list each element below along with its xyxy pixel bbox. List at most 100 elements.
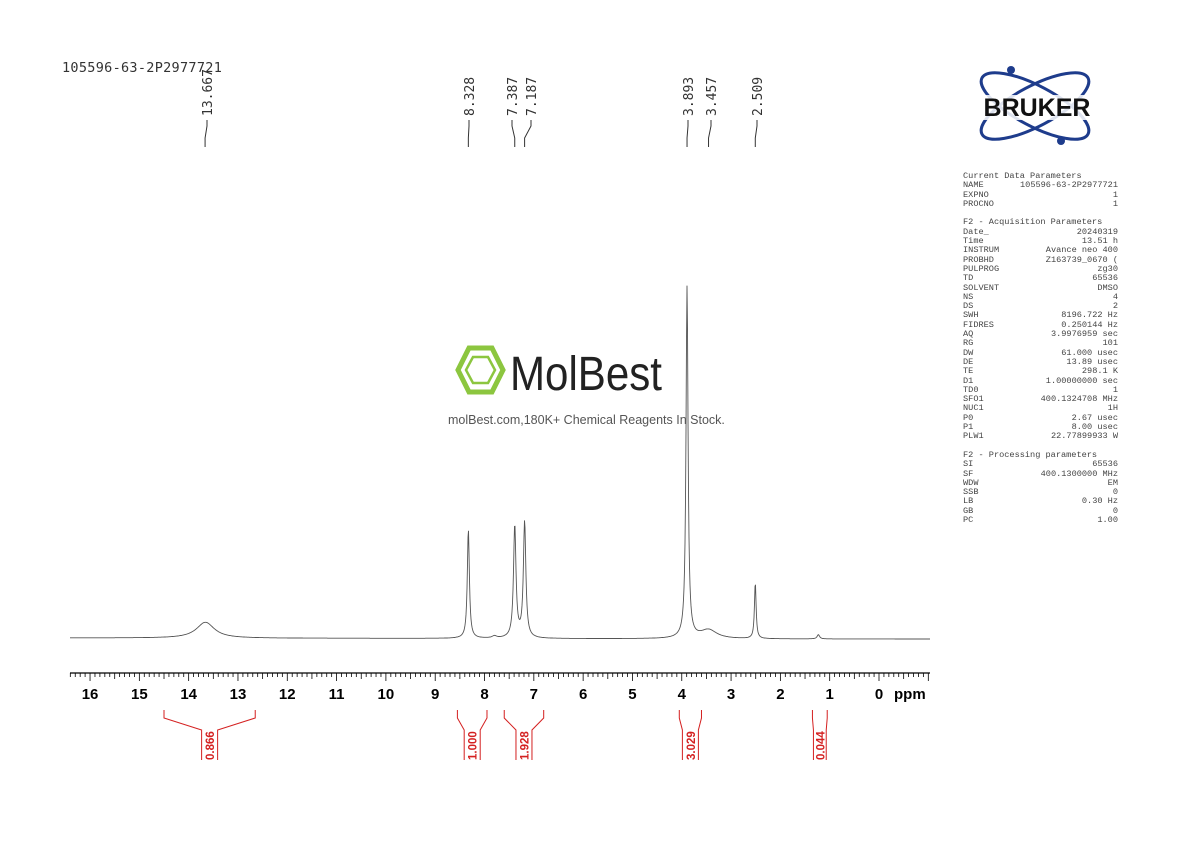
parameter-row: EXPNO 1 bbox=[963, 190, 1118, 200]
parameter-value: 4 bbox=[1112, 291, 1118, 302]
parameter-value: 1 bbox=[1112, 198, 1118, 209]
integral-bracket bbox=[503, 710, 545, 760]
parameter-row: SSB 0 bbox=[963, 487, 1118, 498]
parameter-key: SFO1 bbox=[963, 394, 984, 405]
x-tick-label: 13 bbox=[230, 686, 247, 703]
parameter-row: GB 0 bbox=[963, 505, 1118, 516]
parameter-key: PLW1 bbox=[963, 431, 984, 442]
peak-label-line bbox=[708, 120, 712, 147]
watermark-tagline: molBest.com,180K+ Chemical Reagents In S… bbox=[448, 413, 725, 427]
parameter-value: Z163739_0670 ( bbox=[1045, 254, 1118, 265]
parameter-key: FIDRES bbox=[963, 319, 994, 330]
parameter-value: 1H bbox=[1107, 403, 1118, 414]
parameter-value: 8196.722 Hz bbox=[1061, 310, 1118, 321]
parameter-key: NS bbox=[963, 291, 974, 302]
parameter-key: PROBHD bbox=[963, 254, 994, 265]
parameter-value: 1 bbox=[1112, 384, 1118, 395]
molbest-logo: MolBest bbox=[455, 345, 662, 401]
peak-label-line bbox=[204, 120, 208, 147]
peak-label-line bbox=[467, 120, 470, 147]
x-tick-label: 15 bbox=[131, 686, 148, 703]
peak-label-line bbox=[686, 120, 689, 147]
molbest-logo-text: MolBest bbox=[510, 348, 662, 401]
parameter-value: 1.00000000 sec bbox=[1045, 375, 1118, 386]
parameter-row: FIDRES 0.250144 Hz bbox=[963, 319, 1118, 330]
x-tick-label: 1 bbox=[826, 686, 834, 703]
parameter-row: PROCNO 1 bbox=[963, 198, 1118, 209]
integral-bracket bbox=[811, 710, 828, 760]
parameter-key: LB bbox=[963, 496, 974, 507]
integral-label: 1.928 bbox=[519, 731, 531, 760]
parameter-value: DMSO bbox=[1097, 282, 1118, 293]
sample-name: 105596-63-2P2977721 bbox=[62, 60, 223, 76]
x-axis-label: ppm bbox=[894, 686, 926, 703]
peak-label: 7.187 bbox=[525, 77, 540, 116]
x-tick-label: 0 bbox=[875, 686, 883, 703]
integral-bracket bbox=[163, 710, 256, 760]
parameter-row: NUC1 1H bbox=[963, 403, 1118, 414]
parameter-value: 8.00 usec bbox=[1071, 422, 1118, 433]
parameter-row: INSTRUM Avance neo 400 bbox=[963, 245, 1118, 256]
parameter-key: DS bbox=[963, 301, 974, 312]
integral-label: 1.000 bbox=[468, 731, 480, 760]
parameter-value: 13.51 h bbox=[1081, 236, 1118, 247]
parameter-key: TE bbox=[963, 366, 974, 377]
peak-label: 13.667 bbox=[201, 69, 216, 116]
parameter-value: 22.77899933 W bbox=[1050, 431, 1118, 442]
parameter-key: WDW bbox=[963, 477, 979, 488]
peak-label: 8.328 bbox=[463, 77, 478, 116]
peak-label: 2.509 bbox=[751, 77, 766, 116]
parameter-row: Date_ 20240319 bbox=[963, 227, 1118, 237]
parameter-row: NAME 105596-63-2P2977721 bbox=[963, 180, 1118, 191]
parameter-key: RG bbox=[963, 338, 974, 349]
parameter-key: INSTRUM bbox=[963, 245, 1000, 256]
x-tick-label: 4 bbox=[678, 686, 687, 703]
parameter-value: 0.30 Hz bbox=[1081, 496, 1118, 507]
parameter-section-title: F2 - Processing parameters bbox=[963, 449, 1098, 460]
bruker-logo-text: BRUKER bbox=[984, 94, 1091, 122]
parameter-row: AQ 3.9976959 sec bbox=[963, 329, 1118, 339]
parameter-row: SOLVENT DMSO bbox=[963, 282, 1118, 293]
x-tick-label: 11 bbox=[329, 686, 345, 703]
parameter-row: TD0 1 bbox=[963, 384, 1118, 395]
x-tick-label: 10 bbox=[378, 686, 395, 703]
parameter-key: TD bbox=[963, 273, 974, 284]
x-tick-label: 2 bbox=[776, 686, 784, 703]
parameter-key: GB bbox=[963, 505, 974, 516]
parameter-key: PROCNO bbox=[963, 198, 994, 209]
integral-bracket bbox=[456, 710, 488, 760]
parameter-value: EM bbox=[1107, 477, 1118, 488]
parameter-value: 13.89 usec bbox=[1066, 356, 1118, 367]
parameter-row: PLW1 22.77899933 W bbox=[963, 431, 1118, 442]
parameter-key: D1 bbox=[963, 375, 974, 386]
parameter-key: SOLVENT bbox=[963, 282, 1000, 293]
parameter-key: NUC1 bbox=[963, 403, 984, 414]
parameter-value: 400.1300000 MHz bbox=[1040, 468, 1118, 479]
parameter-row: DS 2 bbox=[963, 301, 1118, 312]
parameter-key: PULPROG bbox=[963, 263, 1000, 274]
parameter-row: PROBHD Z163739_0670 ( bbox=[963, 254, 1118, 265]
parameter-row: SF 400.1300000 MHz bbox=[963, 468, 1118, 479]
integral-label: 0.044 bbox=[815, 731, 827, 760]
parameter-key: SWH bbox=[963, 310, 979, 321]
x-tick-label: 8 bbox=[480, 686, 488, 703]
parameter-key: NAME bbox=[963, 180, 984, 191]
bruker-logo: BRUKER bbox=[960, 66, 1115, 145]
parameter-value: 61.000 usec bbox=[1061, 347, 1118, 358]
parameter-value: 1.00 bbox=[1097, 514, 1118, 525]
parameters-panel: Current Data Parameters NAME 105596-63-2P2… bbox=[963, 171, 1118, 525]
integral-label: 0.866 bbox=[205, 731, 217, 760]
parameter-value: 2.67 usec bbox=[1071, 412, 1118, 423]
parameter-value: 65536 bbox=[1092, 459, 1118, 470]
parameter-row: WDW EM bbox=[963, 477, 1118, 488]
parameter-row: Time 13.51 h bbox=[963, 236, 1118, 247]
parameter-key: SSB bbox=[963, 487, 979, 498]
x-tick-label: 14 bbox=[180, 686, 197, 703]
parameter-key: Time bbox=[963, 236, 984, 247]
parameter-value: 298.1 K bbox=[1081, 366, 1118, 377]
parameter-section-title: Current Data Parameters bbox=[963, 171, 1082, 181]
parameter-value: 105596-63-2P2977721 bbox=[1020, 180, 1118, 191]
parameter-row: SI 65536 bbox=[963, 459, 1118, 470]
parameter-key: PC bbox=[963, 514, 974, 525]
